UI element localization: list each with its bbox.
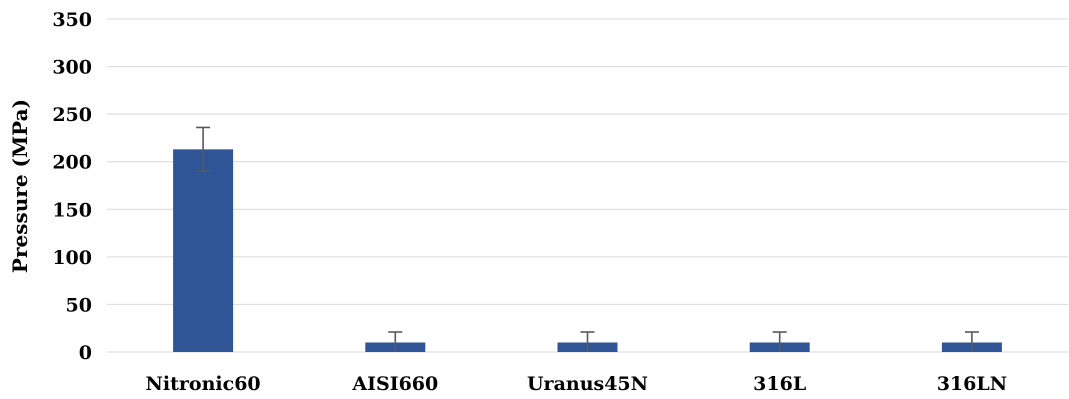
error-bars <box>196 126 979 352</box>
y-tick-label: 100 <box>52 247 92 269</box>
x-category-label: AISI660 <box>351 373 438 395</box>
x-axis-categories: Nitronic60 AISI660 Uranus45N 316L 316LN <box>146 373 1008 395</box>
x-category-label: 316LN <box>937 373 1007 395</box>
x-category-label: 316L <box>753 373 806 395</box>
y-tick-label: 200 <box>52 152 92 174</box>
y-tick-label: 300 <box>52 57 92 79</box>
bar-Nitronic60 <box>173 149 234 352</box>
error-bar-Nitronic60 <box>196 126 211 173</box>
bars <box>173 149 1002 352</box>
y-tick-label: 0 <box>79 342 92 364</box>
error-bar-316LN <box>964 331 979 352</box>
gridlines <box>107 18 1068 353</box>
y-tick-label: 50 <box>66 294 92 316</box>
x-category-label: Uranus45N <box>527 373 648 395</box>
y-axis-title: Pressure (MPa) <box>8 99 32 273</box>
y-axis-ticks: 0 50 100 150 200 250 300 350 <box>52 9 92 364</box>
error-bar-Uranus45N <box>580 331 595 352</box>
y-tick-label: 250 <box>52 104 92 126</box>
error-bar-AISI660 <box>388 331 403 352</box>
y-tick-label: 350 <box>52 9 92 31</box>
y-tick-label: 150 <box>52 199 92 221</box>
x-category-label: Nitronic60 <box>146 373 261 395</box>
error-bar-316L <box>772 331 787 352</box>
